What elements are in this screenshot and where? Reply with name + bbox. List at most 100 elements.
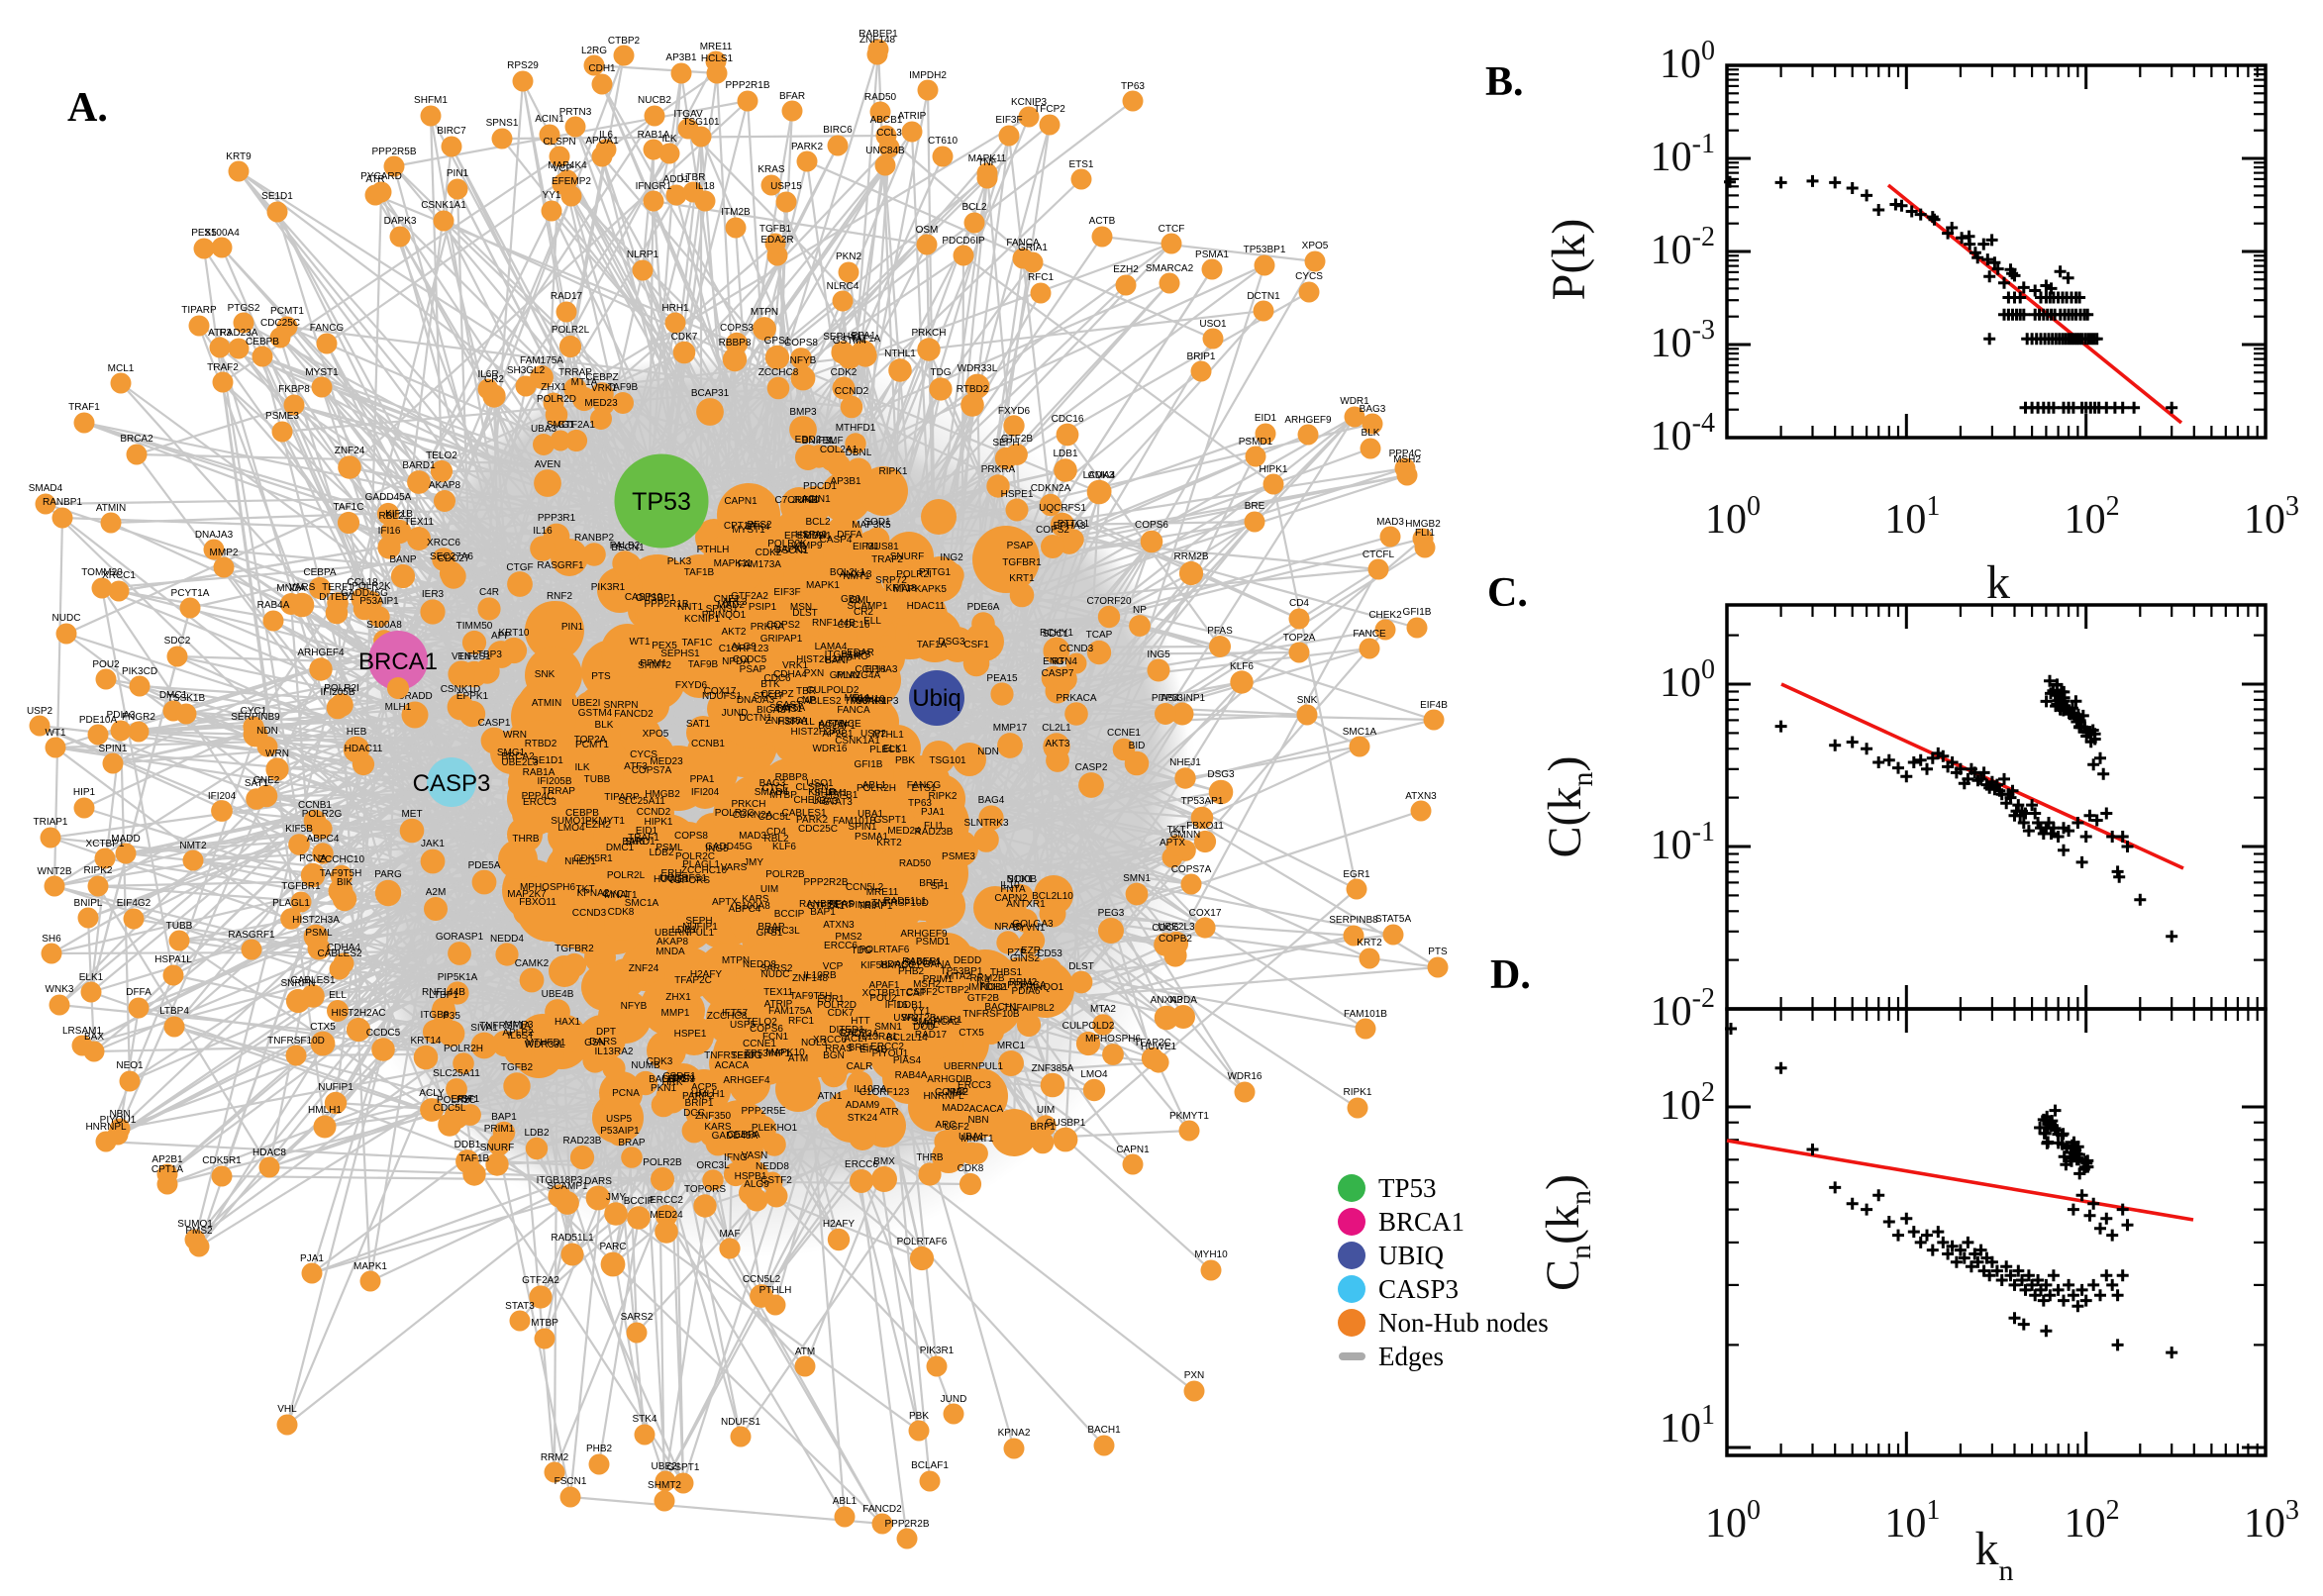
svg-text:ZNF24: ZNF24	[335, 446, 365, 456]
svg-text:CYC1: CYC1	[241, 706, 267, 717]
svg-text:VRK1: VRK1	[591, 383, 618, 394]
svg-text:CDC16: CDC16	[1052, 414, 1084, 425]
svg-text:RABEP1: RABEP1	[858, 29, 898, 40]
svg-text:LDB1: LDB1	[1053, 449, 1077, 459]
svg-text:Non-Hub nodes: Non-Hub nodes	[1378, 1308, 1549, 1338]
svg-text:C.: C.	[1487, 570, 1528, 616]
svg-text:ING5: ING5	[1147, 649, 1170, 660]
svg-text:SLNTRK3: SLNTRK3	[963, 818, 1008, 829]
svg-text:AP2B1: AP2B1	[822, 729, 854, 740]
svg-text:CT610: CT610	[928, 136, 958, 147]
svg-text:FANCD2: FANCD2	[862, 1504, 902, 1515]
svg-text:CAPN1: CAPN1	[724, 496, 758, 507]
svg-text:DEDD: DEDD	[954, 955, 981, 966]
svg-text:MAD3: MAD3	[1376, 517, 1404, 528]
svg-text:RFC1: RFC1	[1028, 272, 1055, 283]
svg-text:MMP17: MMP17	[993, 723, 1028, 734]
svg-text:FANCG: FANCG	[907, 780, 942, 791]
svg-text:CEBPB: CEBPB	[246, 337, 279, 348]
svg-text:BMP3: BMP3	[789, 407, 817, 418]
svg-text:SH3GL2: SH3GL2	[507, 365, 546, 376]
svg-text:ELL: ELL	[863, 616, 881, 627]
svg-text:PCMT1: PCMT1	[575, 740, 609, 750]
svg-text:ITGAV: ITGAV	[673, 109, 703, 120]
svg-text:NDN: NDN	[977, 747, 999, 757]
svg-text:ATXN3: ATXN3	[1405, 791, 1437, 802]
svg-text:PTHLH: PTHLH	[759, 1285, 792, 1296]
svg-text:TIPARP: TIPARP	[604, 792, 640, 803]
svg-text:ELK1: ELK1	[883, 744, 908, 754]
svg-text:NP: NP	[1133, 605, 1147, 616]
svg-text:CLSPN: CLSPN	[543, 137, 575, 148]
svg-text:TAF1C: TAF1C	[334, 502, 364, 513]
svg-text:PTS: PTS	[591, 671, 611, 682]
svg-text:CASP2: CASP2	[1075, 762, 1108, 773]
svg-text:RASGRF1: RASGRF1	[537, 560, 584, 571]
svg-text:ABCB1: ABCB1	[870, 115, 903, 126]
svg-text:BCL2: BCL2	[961, 202, 986, 213]
svg-text:ELK1: ELK1	[79, 972, 104, 983]
svg-text:KRT9: KRT9	[226, 151, 252, 162]
svg-text:CABLES2: CABLES2	[317, 948, 361, 959]
svg-text:CYCS: CYCS	[1295, 271, 1323, 282]
svg-text:ARHGDIB: ARHGDIB	[927, 1074, 972, 1085]
svg-text:SLC25A11: SLC25A11	[433, 1068, 480, 1079]
svg-text:SAT1: SAT1	[245, 778, 269, 789]
svg-text:HNRNPL: HNRNPL	[85, 1122, 127, 1133]
svg-text:A2M: A2M	[426, 887, 447, 898]
svg-text:BACH1: BACH1	[1087, 1425, 1121, 1436]
svg-text:SERPINB8: SERPINB8	[1329, 915, 1378, 926]
svg-text:BCCIP: BCCIP	[774, 909, 805, 920]
svg-text:HDAC11: HDAC11	[907, 601, 946, 612]
svg-text:POLR2B: POLR2B	[765, 869, 805, 880]
svg-text:TUBB: TUBB	[166, 921, 193, 932]
svg-text:PSMD1: PSMD1	[1239, 437, 1273, 448]
svg-text:MAPK11: MAPK11	[714, 558, 753, 569]
svg-text:GADD45G: GADD45G	[705, 842, 753, 852]
svg-text:WNK3: WNK3	[46, 984, 74, 995]
svg-text:CTBP2: CTBP2	[938, 985, 970, 996]
svg-text:WRN: WRN	[265, 748, 289, 759]
svg-text:BAP1: BAP1	[491, 1112, 517, 1123]
svg-text:PSMA1: PSMA1	[855, 832, 888, 843]
svg-text:TNFRSF10D: TNFRSF10D	[267, 1036, 325, 1047]
svg-text:BCLAF1: BCLAF1	[911, 1460, 949, 1471]
svg-text:MRE11: MRE11	[700, 42, 733, 52]
svg-text:STK4: STK4	[745, 522, 769, 533]
svg-text:VHL: VHL	[277, 1404, 297, 1415]
svg-text:RTBD2: RTBD2	[525, 739, 557, 749]
svg-text:TELO2: TELO2	[746, 1017, 777, 1028]
svg-text:PARG: PARG	[374, 869, 402, 880]
svg-text:FBXO11: FBXO11	[1186, 821, 1224, 832]
svg-text:EIF3F: EIF3F	[995, 115, 1022, 126]
svg-text:PFAS: PFAS	[1207, 626, 1233, 637]
svg-text:NHEJ1: NHEJ1	[1169, 757, 1201, 768]
svg-text:UIM: UIM	[760, 884, 778, 895]
svg-text:FLI1: FLI1	[1415, 528, 1435, 539]
svg-text:TERF1: TERF1	[731, 1050, 762, 1061]
svg-text:DLST: DLST	[792, 608, 818, 619]
svg-text:CTX5: CTX5	[959, 1028, 984, 1039]
svg-text:BMX: BMX	[873, 1156, 895, 1167]
svg-text:PSME3: PSME3	[942, 851, 975, 862]
svg-text:WT1: WT1	[629, 637, 651, 648]
svg-text:ANTXR1: ANTXR1	[1006, 899, 1046, 910]
svg-text:UBE2L3: UBE2L3	[1158, 922, 1195, 933]
svg-text:TRAF1: TRAF1	[68, 402, 100, 413]
svg-text:IFI16: IFI16	[378, 526, 401, 537]
svg-text:PRTN3: PRTN3	[559, 107, 592, 118]
svg-text:ATF3: ATF3	[208, 328, 232, 339]
svg-text:MNDA: MNDA	[656, 947, 685, 957]
svg-text:BARD1: BARD1	[402, 460, 436, 471]
svg-text:MSH2: MSH2	[913, 979, 941, 990]
svg-text:THRB: THRB	[512, 834, 540, 845]
svg-text:CEBPA: CEBPA	[303, 567, 336, 578]
svg-text:ARHGEF9: ARHGEF9	[1284, 415, 1332, 426]
svg-text:SHMT2: SHMT2	[638, 660, 671, 671]
svg-text:MTBP: MTBP	[769, 790, 797, 801]
svg-text:PRKRA: PRKRA	[981, 464, 1016, 475]
svg-text:PHB2: PHB2	[898, 966, 925, 977]
svg-text:VCP: VCP	[823, 961, 844, 972]
svg-text:EFEMP2: EFEMP2	[784, 531, 824, 542]
svg-text:GMNN: GMNN	[830, 670, 860, 681]
